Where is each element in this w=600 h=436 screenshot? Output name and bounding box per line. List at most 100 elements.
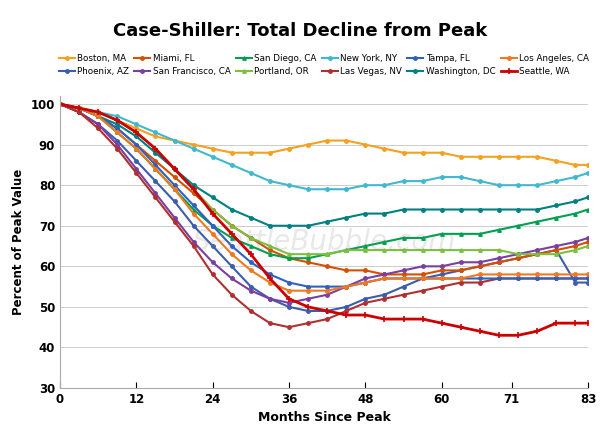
Phoenix, AZ xyxy=(133,158,140,164)
Miami, FL xyxy=(209,207,216,212)
San Francisco, CA xyxy=(553,243,560,249)
Washington, DC xyxy=(323,219,331,224)
Boston, MA xyxy=(553,158,560,164)
Washington, DC xyxy=(438,207,445,212)
Los Angeles, CA xyxy=(438,276,445,281)
Las Vegas, NV xyxy=(381,296,388,301)
Miami, FL xyxy=(584,239,592,245)
Los Angeles, CA xyxy=(304,288,311,293)
Miami, FL xyxy=(190,191,197,196)
Boston, MA xyxy=(457,154,464,160)
San Diego, CA xyxy=(362,243,369,249)
Portland, OR xyxy=(381,248,388,253)
Los Angeles, CA xyxy=(152,167,159,172)
Seattle, WA xyxy=(553,320,560,326)
Washington, DC xyxy=(381,211,388,216)
San Diego, CA xyxy=(286,255,293,261)
Las Vegas, NV xyxy=(76,109,83,115)
San Diego, CA xyxy=(95,114,102,119)
Boston, MA xyxy=(438,150,445,155)
Portland, OR xyxy=(190,187,197,192)
Los Angeles, CA xyxy=(457,276,464,281)
Boston, MA xyxy=(496,154,503,160)
New York, NY xyxy=(584,170,592,176)
New York, NY xyxy=(228,162,235,167)
Las Vegas, NV xyxy=(152,195,159,200)
Boston, MA xyxy=(584,162,592,167)
Boston, MA xyxy=(362,142,369,147)
Washington, DC xyxy=(113,122,121,127)
Boston, MA xyxy=(113,118,121,123)
Boston, MA xyxy=(152,134,159,139)
Miami, FL xyxy=(496,260,503,265)
Las Vegas, NV xyxy=(343,308,350,313)
New York, NY xyxy=(76,106,83,111)
Las Vegas, NV xyxy=(266,320,274,326)
Phoenix, AZ xyxy=(343,304,350,310)
Boston, MA xyxy=(228,150,235,155)
Portland, OR xyxy=(438,248,445,253)
New York, NY xyxy=(419,178,426,184)
Washington, DC xyxy=(400,207,407,212)
San Francisco, CA xyxy=(113,142,121,147)
Portland, OR xyxy=(56,102,64,107)
Miami, FL xyxy=(113,126,121,131)
Las Vegas, NV xyxy=(584,276,592,281)
Miami, FL xyxy=(514,255,521,261)
Seattle, WA xyxy=(133,130,140,135)
New York, NY xyxy=(286,183,293,188)
Los Angeles, CA xyxy=(247,268,254,273)
Portland, OR xyxy=(76,106,83,111)
Phoenix, AZ xyxy=(247,284,254,289)
Boston, MA xyxy=(381,146,388,151)
Los Angeles, CA xyxy=(113,130,121,135)
Miami, FL xyxy=(343,268,350,273)
Seattle, WA xyxy=(228,231,235,236)
Portland, OR xyxy=(171,167,178,172)
Seattle, WA xyxy=(304,304,311,310)
Miami, FL xyxy=(95,114,102,119)
Miami, FL xyxy=(171,174,178,180)
San Diego, CA xyxy=(584,207,592,212)
New York, NY xyxy=(247,170,254,176)
Phoenix, AZ xyxy=(209,243,216,249)
Las Vegas, NV xyxy=(56,102,64,107)
Boston, MA xyxy=(533,154,541,160)
San Francisco, CA xyxy=(514,252,521,257)
San Diego, CA xyxy=(56,102,64,107)
New York, NY xyxy=(553,178,560,184)
Los Angeles, CA xyxy=(133,146,140,151)
San Diego, CA xyxy=(514,223,521,228)
New York, NY xyxy=(266,178,274,184)
Miami, FL xyxy=(286,255,293,261)
Miami, FL xyxy=(553,248,560,253)
San Diego, CA xyxy=(304,255,311,261)
Seattle, WA xyxy=(113,118,121,123)
Miami, FL xyxy=(400,272,407,277)
Tampa, FL xyxy=(323,284,331,289)
New York, NY xyxy=(113,114,121,119)
Seattle, WA xyxy=(438,320,445,326)
Boston, MA xyxy=(95,109,102,115)
Phoenix, AZ xyxy=(323,308,331,313)
San Diego, CA xyxy=(343,248,350,253)
Tampa, FL xyxy=(438,276,445,281)
Tampa, FL xyxy=(476,276,484,281)
Miami, FL xyxy=(133,142,140,147)
Tampa, FL xyxy=(152,162,159,167)
Boston, MA xyxy=(56,102,64,107)
Los Angeles, CA xyxy=(381,276,388,281)
Los Angeles, CA xyxy=(553,272,560,277)
Line: Los Angeles, CA: Los Angeles, CA xyxy=(58,102,590,293)
Portland, OR xyxy=(553,252,560,257)
San Diego, CA xyxy=(76,106,83,111)
Tampa, FL xyxy=(286,280,293,285)
Miami, FL xyxy=(266,248,274,253)
Tampa, FL xyxy=(496,276,503,281)
Phoenix, AZ xyxy=(553,248,560,253)
Tampa, FL xyxy=(95,114,102,119)
Tampa, FL xyxy=(343,284,350,289)
Miami, FL xyxy=(362,268,369,273)
Portland, OR xyxy=(533,252,541,257)
Tampa, FL xyxy=(514,276,521,281)
